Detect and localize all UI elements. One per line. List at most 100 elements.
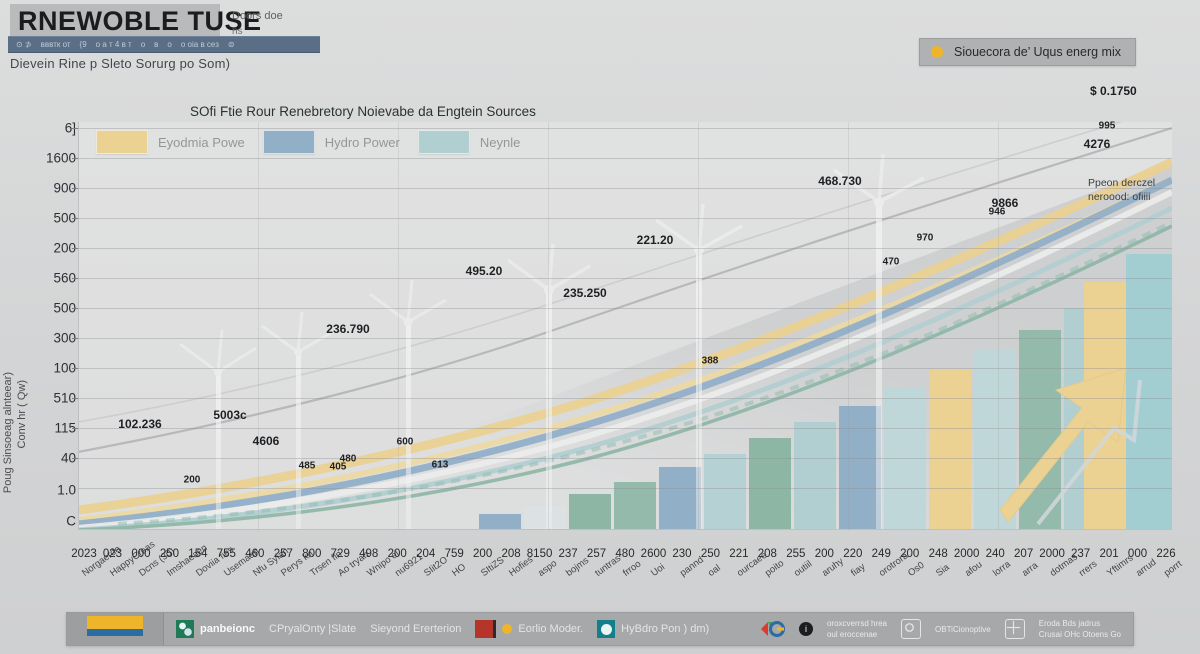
gridline-h <box>78 278 1172 279</box>
toolbar-icon-7[interactable]: о оіа в сез <box>180 40 219 49</box>
page-title: RNEWOBLE TUSE <box>18 6 262 36</box>
x-tick-number: 250 <box>159 548 179 560</box>
book-icon <box>475 620 497 638</box>
x-tick-number: 220 <box>843 548 863 560</box>
x-tick-number: 208 <box>757 548 777 560</box>
x-tick-number: 201 <box>1099 548 1119 560</box>
taskbar-label-3: Eorlio Moder. <box>518 623 584 635</box>
gridline-h <box>78 158 1172 159</box>
x-tick-label: oal <box>706 562 724 579</box>
x-tick-number: 460 <box>245 548 265 560</box>
x-tick-number: 2000 <box>1039 548 1065 560</box>
info-icon[interactable]: i <box>798 622 813 636</box>
x-tick-label: Uoi <box>649 561 668 579</box>
x-tick-number: 729 <box>330 548 350 560</box>
toolbar-icon-5[interactable]: в <box>154 40 159 49</box>
gridline-v <box>698 122 699 530</box>
x-tick-number: 248 <box>928 548 948 560</box>
start-button[interactable] <box>67 613 164 645</box>
grid-icon[interactable] <box>1004 619 1025 639</box>
chart-title: SOfi Ftie Rour Renebretory Noievabe da E… <box>190 104 536 119</box>
x-tick-number: 204 <box>416 548 436 560</box>
x-tick-label: fiay <box>848 561 868 579</box>
title-backdrop <box>10 4 220 42</box>
x-tick-number: 2023 <box>71 548 97 560</box>
gridline-h <box>78 428 1172 429</box>
x-tick-label: rrers <box>1076 558 1099 579</box>
x-tick-number: 480 <box>615 548 635 560</box>
header-caption: Dievein Rine p Sleto Sorurg po Som) <box>10 56 231 71</box>
x-tick-label: arra <box>1019 560 1040 579</box>
toolbar-icon-2[interactable]: {9 <box>79 40 87 49</box>
gridline-h <box>78 308 1172 309</box>
gridline-h <box>78 398 1172 399</box>
taskbar-label-2: Sieyond Ererterion <box>370 623 462 635</box>
browser-icon[interactable] <box>759 620 785 638</box>
toolbar-icon-8[interactable]: ⊜ <box>227 40 235 49</box>
x-tick-number: 755 <box>216 548 236 560</box>
x-tick-label: lorra <box>991 558 1014 579</box>
x-tick-number: 237 <box>1070 548 1091 560</box>
x-tick-number: 759 <box>444 548 464 560</box>
plot-background <box>78 122 1172 530</box>
x-tick-label: frroo <box>621 558 644 579</box>
x-tick-number: 230 <box>672 548 692 560</box>
x-tick-number: 154 <box>188 548 208 560</box>
gridline-h <box>78 218 1172 219</box>
tray-text-0: oroxcverrsd hrea oul eroccenae <box>827 618 887 640</box>
gridline-v <box>848 122 849 530</box>
camera-icon[interactable] <box>901 619 922 639</box>
taskbar-item-4[interactable]: HyBdro Pon ) dm) <box>597 620 709 638</box>
toolbar-icon-3[interactable]: о а т 4 в т <box>95 40 132 49</box>
panbeionc-icon <box>176 620 194 638</box>
tray-line-2b: Crusai OHc Otoens Go <box>1038 630 1121 639</box>
taskbar-item-0[interactable]: panbeionc <box>176 620 255 638</box>
taskbar-item-1[interactable]: CPryalOnty |Slate <box>269 623 356 635</box>
x-tick-number: 226 <box>1156 548 1176 560</box>
taskbar-item-3[interactable]: Eorlio Moder. <box>475 620 583 638</box>
x-tick-number: 000 <box>1127 548 1148 560</box>
toolbar-icon-0[interactable]: ⊙ ⊅ <box>16 40 32 49</box>
callout-dot-icon <box>931 46 943 58</box>
x-tick-label: outiil <box>791 558 815 579</box>
gridline-h <box>78 338 1172 339</box>
toolbar[interactable]: ⊙ ⊅ вввтк от {9 о а т 4 в т о в о о оіа … <box>8 36 320 53</box>
tray-line-0b: oul eroccenae <box>826 630 878 639</box>
x-tick-number: 8150 <box>526 548 553 560</box>
x-tick-label: porrt <box>1162 558 1185 579</box>
hydro-icon <box>597 620 616 638</box>
x-tick-number: 2000 <box>953 548 980 560</box>
x-tick-number: 498 <box>359 548 379 560</box>
gridline-h <box>78 368 1172 369</box>
x-tick-number: 000 <box>131 548 151 560</box>
gridline-h <box>78 488 1172 489</box>
callout-label: Siouecora de’ Uqus energ mix <box>954 45 1121 59</box>
gridline-h <box>78 248 1172 249</box>
x-tick-number: 221 <box>729 548 749 560</box>
taskbar[interactable]: panbeionc CPryalOnty |Slate Sieyond Erer… <box>66 612 1134 646</box>
x-tick-number: 800 <box>302 548 322 560</box>
header-subtitle-1: Doors doe <box>232 10 283 22</box>
gridline-v <box>398 122 399 530</box>
arrow-price-label: $ 0.1750 <box>1090 84 1137 98</box>
x-tick-number: 257 <box>586 548 607 560</box>
gridline-h <box>78 188 1172 189</box>
flag-icon <box>87 616 143 642</box>
taskbar-item-2[interactable]: Sieyond Ererterion <box>370 623 461 635</box>
x-tick-number: 200 <box>387 548 407 560</box>
x-tick-number: 200 <box>473 548 493 560</box>
energy-mix-callout[interactable]: Siouecora de’ Uqus energ mix <box>919 38 1136 66</box>
toolbar-icon-1[interactable]: вввтк от <box>40 40 71 49</box>
toolbar-icon-6[interactable]: о <box>167 40 172 49</box>
x-tick-label: Sia <box>934 561 952 579</box>
gridline-v <box>258 122 259 530</box>
tray-text-1: OBTiCionoptive <box>935 624 991 635</box>
x-tick-number: 208 <box>501 548 521 560</box>
gridline-h <box>78 128 1172 129</box>
tray-line-0a: oroxcverrsd hrea <box>826 619 888 628</box>
header-subtitle-2: ns <box>232 26 243 37</box>
toolbar-icon-4[interactable]: о <box>140 40 146 49</box>
chart-annotation: Ppeon derczel neroood: ofiiii <box>1088 176 1192 204</box>
